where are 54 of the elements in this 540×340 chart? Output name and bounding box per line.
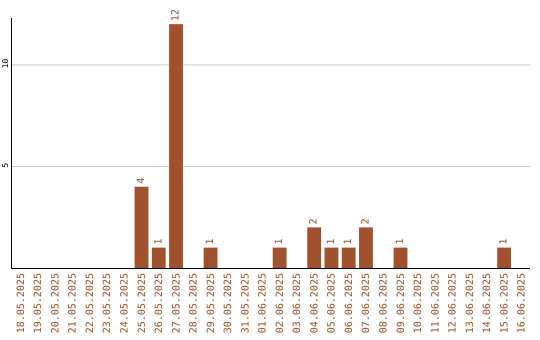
x-tick-label: 10.06.2025 [413, 273, 424, 334]
bar [394, 248, 408, 268]
bar [497, 248, 512, 268]
data-label: 1 [498, 238, 510, 245]
x-tick-label: 22.05.2025 [84, 273, 96, 334]
x-tick-label: 24.05.2025 [119, 273, 130, 334]
x-tick-label: 29.05.2025 [206, 273, 217, 334]
bar [307, 227, 322, 268]
x-tick-label: 27.05.2025 [171, 273, 182, 334]
x-tick-label: 08.06.2025 [378, 273, 390, 334]
x-tick-label: 02.06.2025 [274, 273, 286, 334]
data-label: 1 [343, 238, 354, 245]
bar [359, 227, 373, 268]
data-label: 1 [326, 238, 337, 245]
bar [342, 248, 356, 268]
data-label: 1 [153, 238, 164, 245]
x-tick-label: 26.05.2025 [154, 273, 166, 334]
y-tick-label: 10 [0, 58, 10, 68]
x-tick-label: 06.06.2025 [344, 273, 355, 334]
data-label: 1 [395, 238, 406, 245]
x-tick-label: 15.06.2025 [499, 273, 510, 334]
x-tick-label: 04.06.2025 [309, 273, 320, 334]
data-label: 2 [360, 218, 372, 224]
bar [204, 248, 218, 268]
x-tick-label: 12.06.2025 [448, 273, 459, 334]
x-tick-label: 03.06.2025 [292, 273, 304, 334]
x-tick-label: 19.05.2025 [33, 273, 44, 334]
bar [152, 248, 166, 268]
x-tick-label: 11.06.2025 [430, 273, 442, 334]
y-tick-label: 5 [0, 162, 10, 168]
x-tick-label: 18.05.2025 [16, 273, 27, 334]
bar [134, 186, 148, 268]
x-tick-label: 05.06.2025 [326, 273, 338, 334]
x-tick-label: 25.05.2025 [136, 273, 148, 334]
bar [272, 248, 287, 268]
data-label: 2 [308, 218, 320, 224]
bar [169, 24, 183, 268]
x-tick-label: 07.06.2025 [361, 273, 372, 334]
data-label: 12 [170, 9, 182, 22]
x-tick-label: 23.05.2025 [102, 273, 114, 334]
x-tick-label: 21.05.2025 [68, 273, 79, 334]
data-label: 1 [274, 238, 286, 245]
data-label: 4 [136, 178, 147, 184]
x-tick-label: 16.06.2025 [516, 273, 528, 334]
x-tick-label: 14.06.2025 [482, 273, 494, 334]
x-tick-label: 13.06.2025 [464, 273, 476, 334]
x-tick-label: 31.05.2025 [240, 273, 252, 334]
bar [324, 248, 338, 268]
x-tick-label: 01.06.2025 [258, 273, 269, 334]
x-tick-label: 30.05.2025 [223, 273, 234, 334]
data-label: 1 [205, 238, 216, 245]
x-tick-label: 09.06.2025 [396, 273, 407, 334]
x-tick-label: 28.05.2025 [188, 273, 200, 334]
x-tick-label: 20.05.2025 [50, 273, 62, 334]
